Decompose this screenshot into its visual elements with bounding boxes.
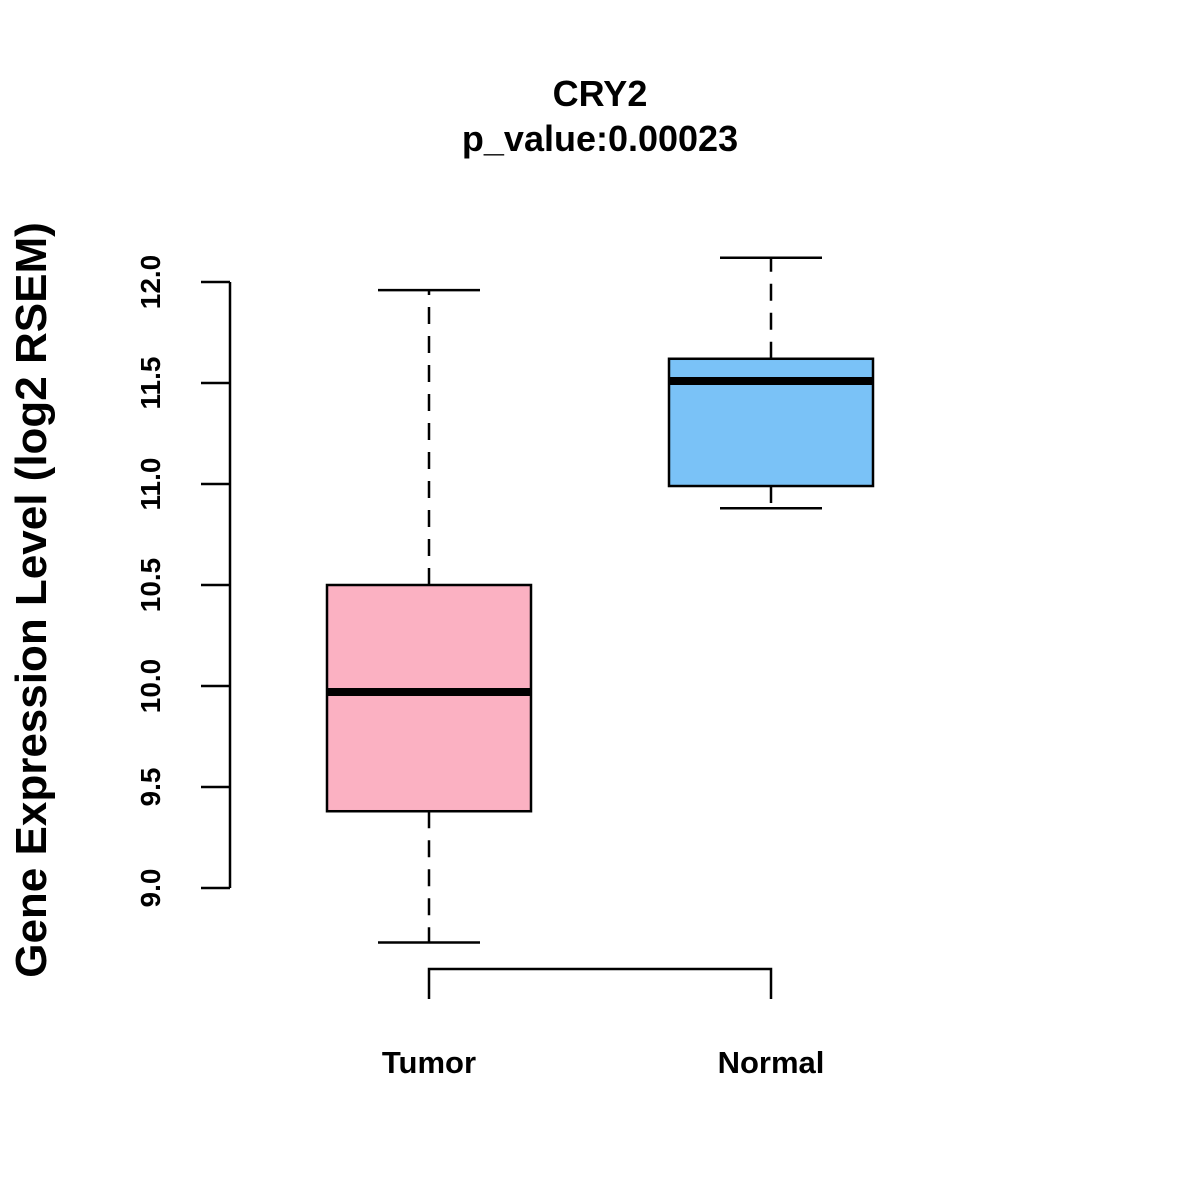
chart-title: CRY2 xyxy=(553,73,648,114)
iqr-box xyxy=(325,583,533,813)
y-tick-label: 9.5 xyxy=(135,768,166,807)
category-labels: Tumor Normal xyxy=(382,1045,824,1080)
y-tick-label: 9.0 xyxy=(135,869,166,908)
boxes-group xyxy=(325,256,875,944)
y-axis: 9.0 9.5 10.0 10.5 11.0 11.5 12.0 xyxy=(135,255,232,908)
y-tick-label: 10.0 xyxy=(135,659,166,714)
y-tick-label: 10.5 xyxy=(135,558,166,613)
box-normal xyxy=(667,256,875,510)
significance-bracket xyxy=(427,967,773,999)
category-label-tumor: Tumor xyxy=(382,1045,476,1080)
y-tick-label: 11.0 xyxy=(135,458,166,511)
y-tick-label: 12.0 xyxy=(135,255,166,310)
category-label-normal: Normal xyxy=(718,1045,825,1080)
y-tick-label: 11.5 xyxy=(135,357,166,410)
box-tumor xyxy=(325,288,533,944)
y-axis-label: Gene Expression Level (log2 RSEM) xyxy=(7,222,56,978)
chart-subtitle: p_value:0.00023 xyxy=(462,118,738,159)
bracket-line xyxy=(427,967,773,999)
